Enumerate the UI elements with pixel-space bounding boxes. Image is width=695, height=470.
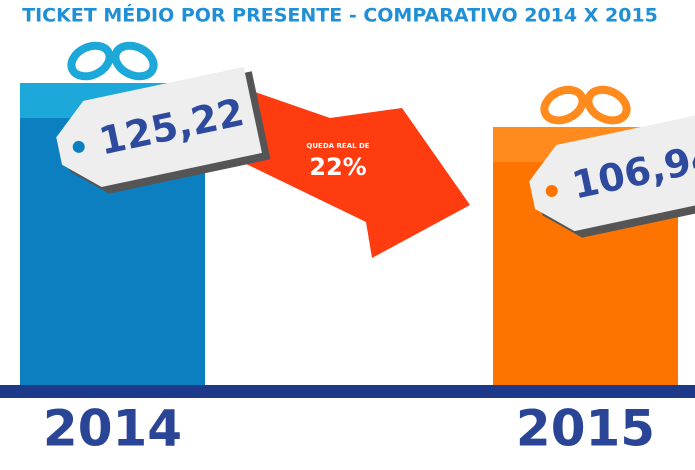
tag-body <box>529 110 695 232</box>
gift-bow <box>584 85 631 125</box>
arrow-caption: QUEDA REAL DE <box>306 142 369 150</box>
chart-title: TICKET MÉDIO POR PRESENTE - COMPARATIVO … <box>22 4 658 27</box>
x-tick-label: 2015 <box>516 400 655 458</box>
arrow-percent: 22% <box>309 153 366 181</box>
x-tick-label: 2014 <box>43 400 182 458</box>
tag-hole <box>72 140 85 153</box>
price-tag: 125,22 <box>56 66 271 194</box>
baseline <box>0 385 695 398</box>
price-tag: 106,94 <box>529 110 695 238</box>
tag-hole <box>545 184 558 197</box>
gift-bow <box>67 41 114 81</box>
gift-bow <box>111 41 158 81</box>
tag-body <box>56 66 262 188</box>
gift-bow <box>540 85 587 125</box>
drop-arrow <box>238 86 470 258</box>
